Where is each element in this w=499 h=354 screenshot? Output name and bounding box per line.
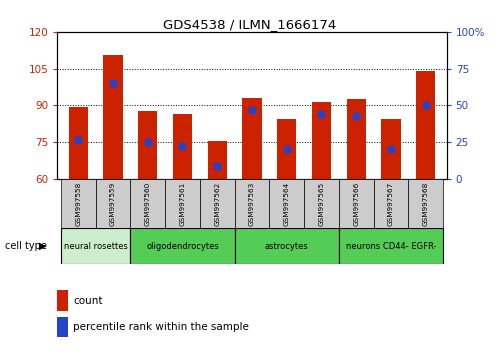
Bar bbox=[235, 228, 339, 264]
Point bbox=[109, 80, 117, 86]
Text: GDS4538 / ILMN_1666174: GDS4538 / ILMN_1666174 bbox=[163, 18, 336, 31]
Point bbox=[144, 139, 152, 145]
Text: GSM997560: GSM997560 bbox=[145, 181, 151, 226]
Text: GSM997565: GSM997565 bbox=[318, 181, 324, 226]
Text: count: count bbox=[73, 296, 102, 306]
Text: GSM997563: GSM997563 bbox=[249, 181, 255, 226]
Bar bbox=[381, 119, 401, 179]
Text: GSM997564: GSM997564 bbox=[284, 181, 290, 226]
Point bbox=[283, 147, 291, 152]
Bar bbox=[304, 179, 339, 228]
Bar bbox=[138, 112, 157, 179]
Bar bbox=[61, 228, 130, 264]
Bar bbox=[408, 179, 443, 228]
Point bbox=[74, 137, 82, 143]
Text: GSM997561: GSM997561 bbox=[180, 181, 186, 226]
Bar bbox=[130, 179, 165, 228]
Bar bbox=[235, 179, 269, 228]
Bar bbox=[96, 179, 130, 228]
Bar bbox=[347, 99, 366, 179]
Bar bbox=[339, 228, 443, 264]
Bar bbox=[61, 179, 96, 228]
Text: GSM997567: GSM997567 bbox=[388, 181, 394, 226]
Text: ▶: ▶ bbox=[39, 241, 46, 251]
Point bbox=[213, 164, 221, 169]
Point bbox=[248, 108, 256, 113]
Bar bbox=[57, 317, 68, 337]
Bar bbox=[130, 228, 235, 264]
Text: oligodendrocytes: oligodendrocytes bbox=[146, 241, 219, 251]
Point bbox=[179, 143, 187, 149]
Text: GSM997568: GSM997568 bbox=[423, 181, 429, 226]
Text: neurons CD44- EGFR-: neurons CD44- EGFR- bbox=[346, 241, 436, 251]
Bar bbox=[269, 179, 304, 228]
Text: GSM997562: GSM997562 bbox=[214, 181, 220, 226]
Text: neural rosettes: neural rosettes bbox=[64, 241, 128, 251]
Bar bbox=[57, 290, 68, 311]
Text: percentile rank within the sample: percentile rank within the sample bbox=[73, 322, 249, 332]
Bar bbox=[416, 71, 435, 179]
Point bbox=[422, 103, 430, 108]
Text: astrocytes: astrocytes bbox=[265, 241, 308, 251]
Text: cell type: cell type bbox=[5, 241, 47, 251]
Bar bbox=[200, 179, 235, 228]
Bar bbox=[165, 179, 200, 228]
Bar bbox=[374, 179, 408, 228]
Bar bbox=[243, 98, 261, 179]
Bar bbox=[173, 114, 192, 179]
Bar bbox=[208, 141, 227, 179]
Text: GSM997558: GSM997558 bbox=[75, 181, 81, 226]
Text: GSM997559: GSM997559 bbox=[110, 181, 116, 226]
Bar bbox=[103, 55, 123, 179]
Bar bbox=[339, 179, 374, 228]
Point bbox=[352, 113, 360, 119]
Bar bbox=[312, 102, 331, 179]
Point bbox=[317, 111, 325, 117]
Bar bbox=[69, 107, 88, 179]
Point bbox=[387, 147, 395, 152]
Text: GSM997566: GSM997566 bbox=[353, 181, 359, 226]
Bar bbox=[277, 119, 296, 179]
